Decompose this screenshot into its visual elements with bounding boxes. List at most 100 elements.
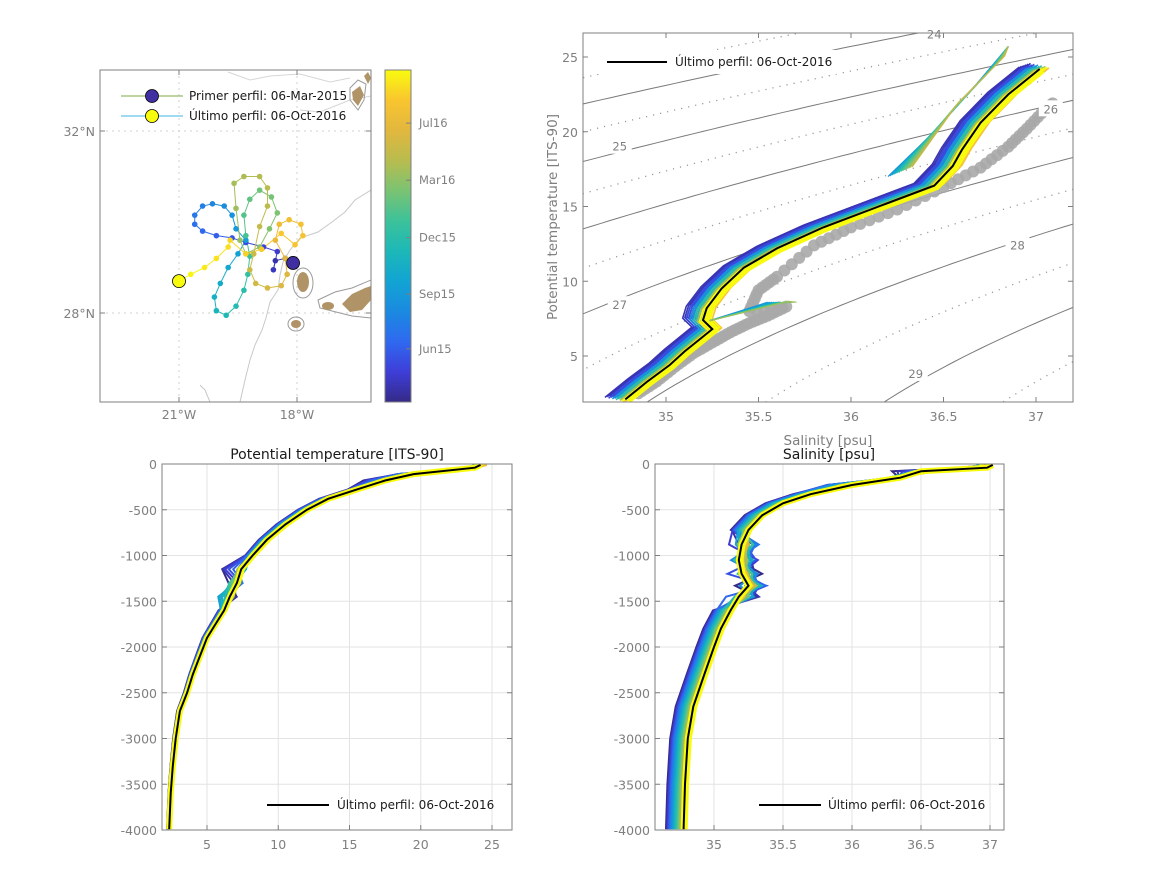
contour-label: 26 [1043,102,1058,116]
pt-ytick-label: -1500 [121,594,157,609]
ps-xtick-label: 36.5 [907,837,935,852]
contour-label: 25 [612,140,627,154]
trajectory-segment [274,239,286,259]
trajectory-segment [259,205,268,227]
trajectory-segment [229,239,247,255]
ts-profile-line [911,46,1009,168]
ts-profile-line [611,67,1028,400]
profile-location-point [264,203,271,209]
pt-legend-label: Último perfil: 06-Oct-2016 [337,797,494,812]
profile-location-point [264,185,271,191]
ps-profiles [665,464,995,830]
pt-legend: Último perfil: 06-Oct-2016 [267,797,494,812]
ps-ytick-label: 0 [642,457,650,472]
profile-location-point [243,251,249,257]
island-el-hierro [291,320,301,328]
ps-ytick-label: -4000 [614,823,650,838]
pt-xtick-label: 20 [413,837,429,852]
trajectory-segment [235,208,241,241]
climatology-point [882,207,894,220]
profile-location-point [298,221,304,228]
profile-location-point [213,232,220,239]
ts-profile-line [617,67,1034,400]
ts-profile-line [606,65,1023,398]
profile-location-point [223,312,229,319]
map-axes-frame [99,69,372,403]
density-contour-labels: 24 25 26 27 28 29 [607,25,1063,381]
ts-ytick-label: 25 [562,50,578,65]
ps-legend-label: Último perfil: 06-Oct-2016 [828,797,985,812]
ts-xtick-label: 35 [658,409,674,424]
bathymetry-contour [239,189,371,402]
trajectory-segment [270,196,278,214]
float-trajectory [172,173,306,319]
profile-location-point [274,210,281,216]
profile-location-point [276,221,283,228]
colorbar-tick-label: Sep15 [419,287,455,301]
profile-location-point [246,196,253,203]
contour-label: 29 [908,367,923,381]
legend-label-last: Último perfil: 06-Oct-2016 [189,108,346,123]
profile-location-point [229,212,235,218]
map-axes-background [100,70,371,402]
profile-location-point [243,232,249,239]
legend-marker-first [145,89,159,103]
last-profile-halo [626,68,1045,402]
profile-location-point [274,248,281,255]
profile-location-point [241,287,247,294]
contour-label-bg [1038,100,1063,117]
island-madeira [352,86,364,106]
island-la-gomera [322,302,334,310]
profile-location-point [227,237,233,243]
ps-ytick-label: -1500 [614,594,650,609]
map-bathymetry [199,71,371,402]
ts-ytick-label: 15 [562,200,578,215]
profile-location-point [211,294,218,300]
pt-xtick-label: 5 [203,837,211,852]
profile-location-point [268,194,275,200]
profile-location-point [246,266,253,273]
ps-ytick-label: -2500 [614,686,650,701]
contour-label-bg [607,137,632,154]
legend-label-first: Primer perfil: 06-Mar-2015 [189,89,347,103]
pt-xtick-label: 10 [270,837,286,852]
ts-diagram-panel: 24 25 26 27 28 29 35 35.5 36 36.5 37 5 10 15 20 25 Sal… [545,25,1074,449]
profile-location-point [282,255,288,262]
profile-location-point [243,237,249,243]
temperature-profile-panel: 5 10 15 20 25 0 -500 -1000 -1500 -2000 -2500 -3000 -… [121,447,513,852]
map-grid [100,70,371,402]
profile-location-point [266,226,273,232]
ts-xtick-label: 35.5 [745,409,773,424]
climatology-points [632,97,1059,400]
profile-location-point [221,203,228,209]
ps-last-profile-line [682,464,994,830]
isopycnal-dotted [764,262,1073,402]
trajectory-segment [259,228,270,248]
ts-legend: Último perfil: 06-Oct-2016 [596,50,842,74]
profile-location-point [252,280,259,287]
pt-ytick-label: -3000 [121,732,157,747]
profile-location-point [231,180,237,187]
profile-location-point [191,212,198,218]
profile-location-point [272,237,279,243]
colorbar-tick-label: Jun15 [418,342,452,356]
last-profile-line [624,68,1041,401]
trajectory-segment [243,199,251,216]
ps-ytick-label: -3500 [614,777,650,792]
profile-location-point [278,230,285,237]
colorbar-ticks: Jun15 Sep15 Dec15 Mar16 Jul16 [406,116,456,356]
profile-location-point [213,255,220,262]
map-ytick-label: 28°N [63,306,95,321]
profile-location-point [225,264,231,271]
profile-location-point [237,237,243,243]
profile-location-point [264,285,271,291]
isopycnal-solid [583,48,1073,163]
pt-xtick-label: 15 [342,837,358,852]
contour-label: 28 [1010,238,1025,252]
pt-ytick-label: -4000 [121,823,157,838]
trajectory-segment [235,290,245,307]
ts-xtick-label: 37 [1028,409,1044,424]
ts-ytick-label: 10 [562,274,578,289]
pt-xtick-label: 25 [484,837,500,852]
